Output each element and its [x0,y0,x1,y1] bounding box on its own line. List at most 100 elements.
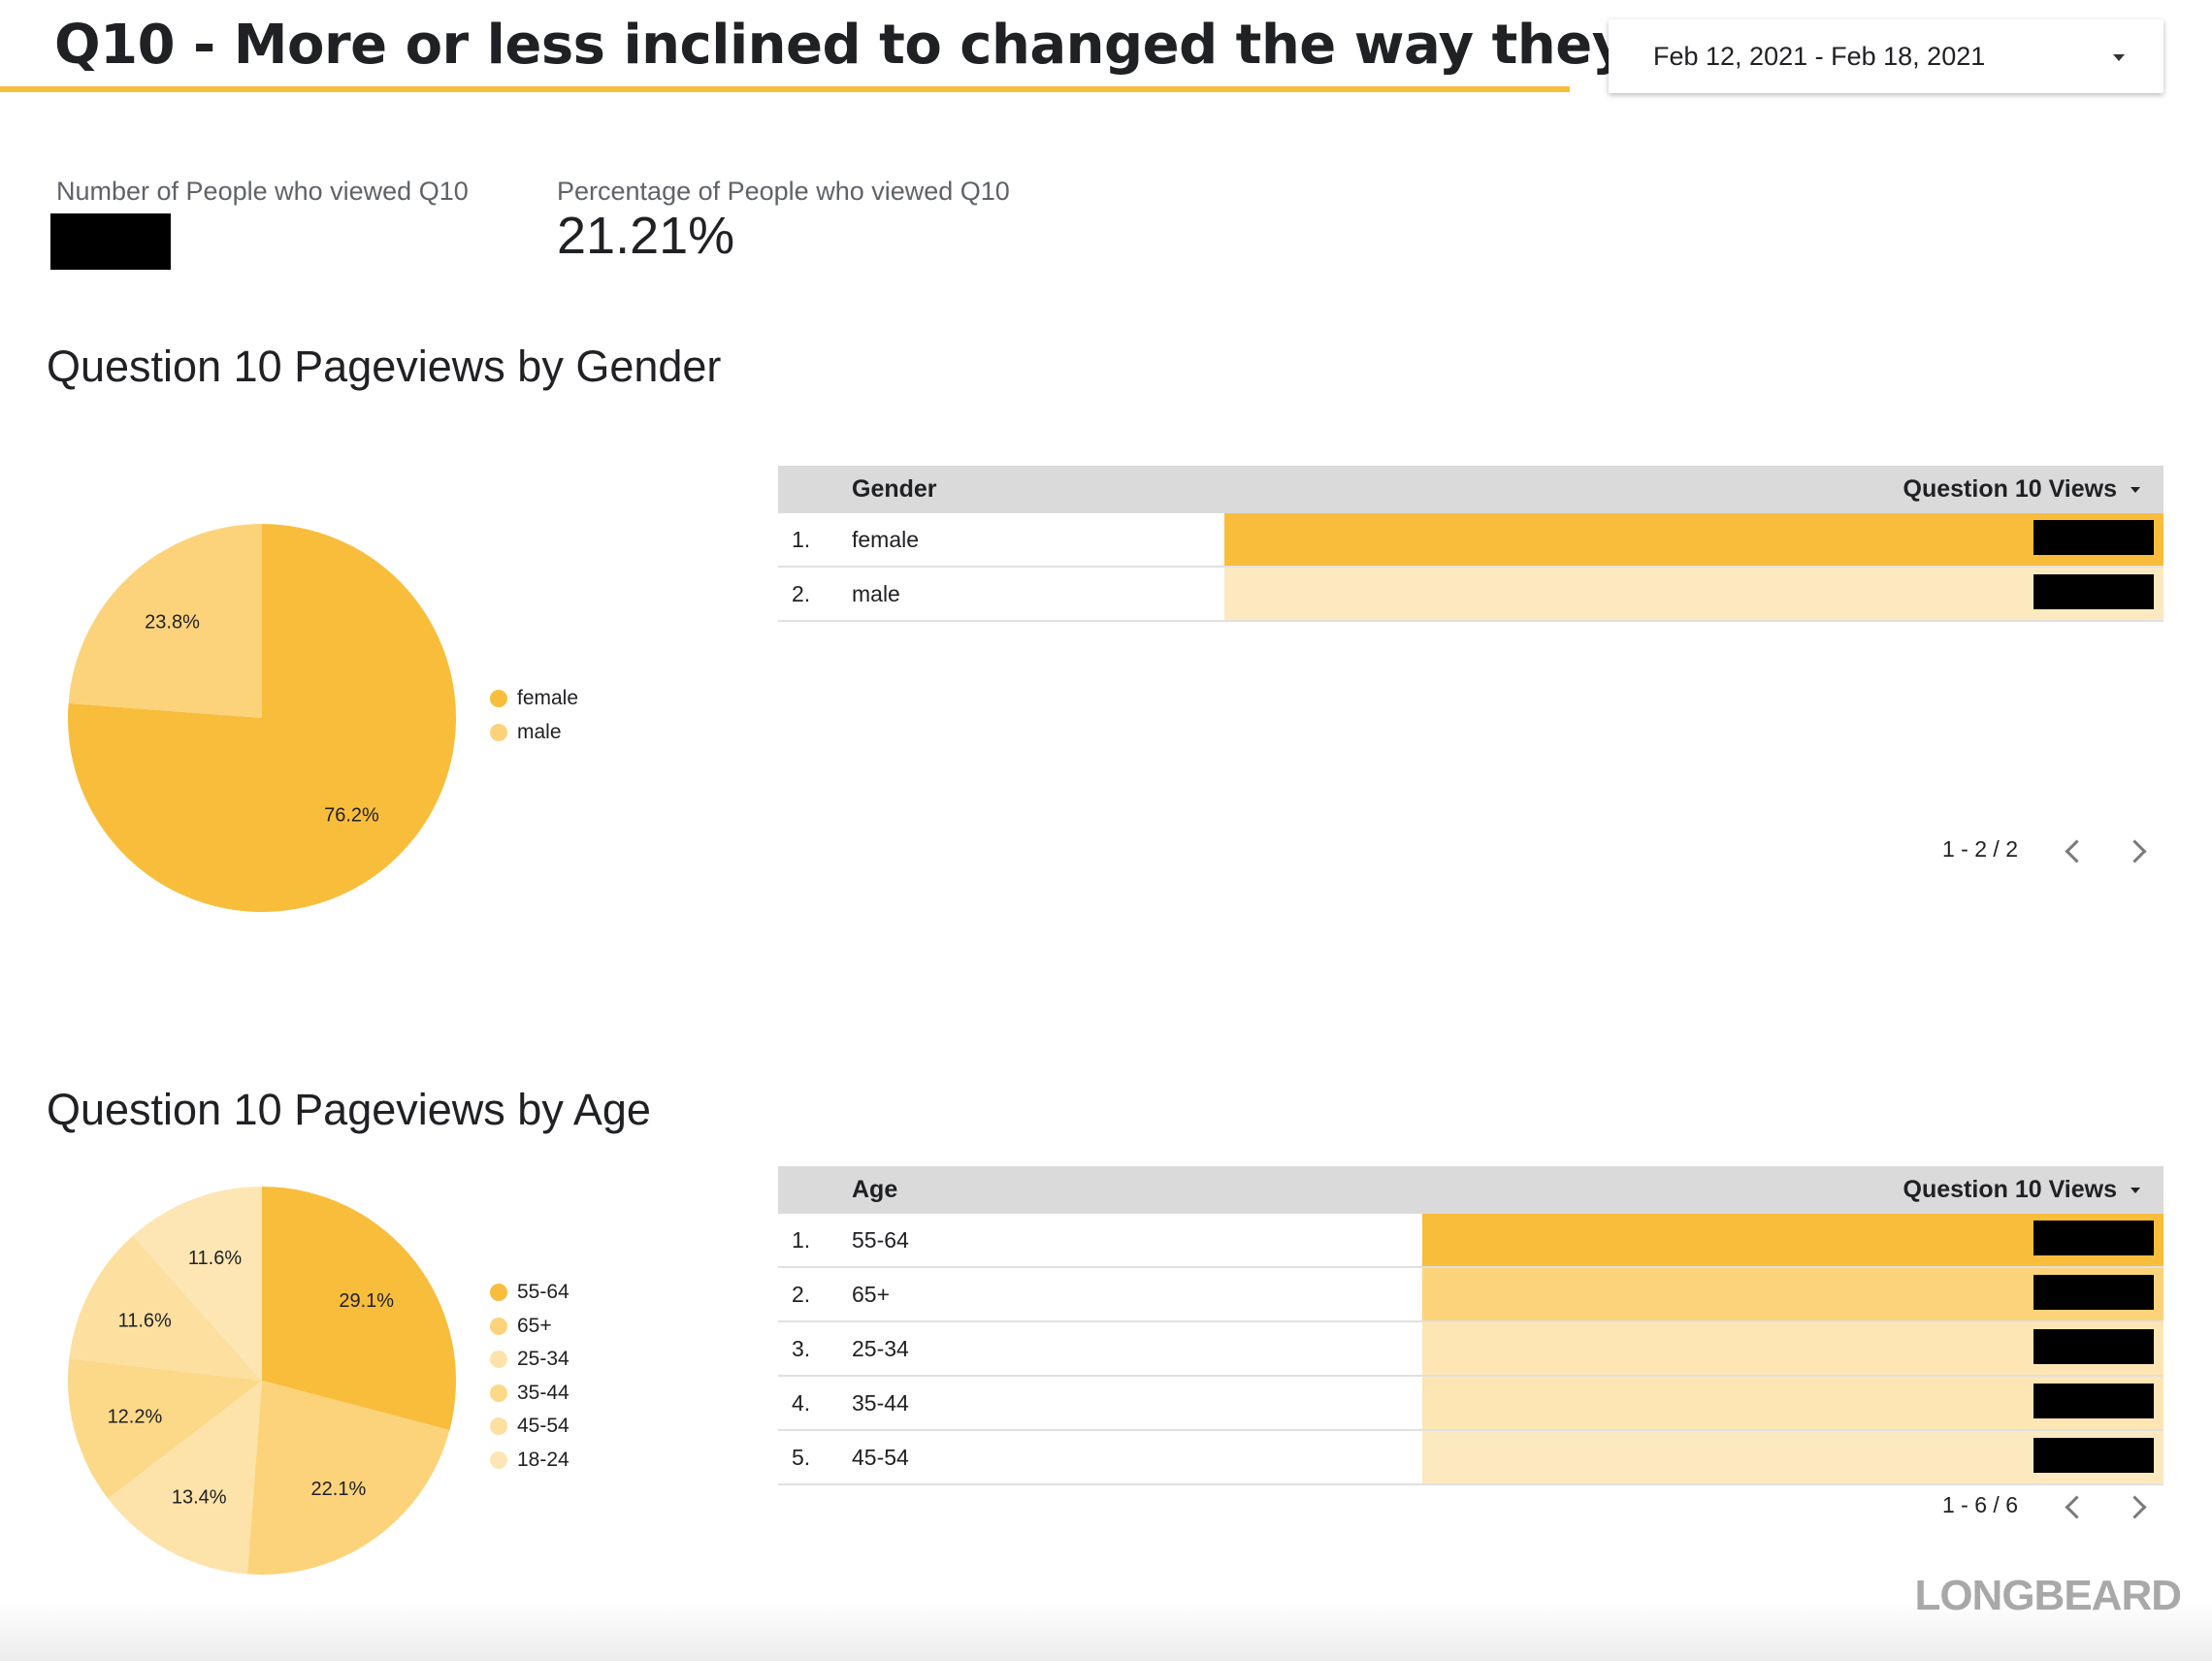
pie-data-label: 12.2% [108,1406,163,1427]
views-value-redacted [2033,520,2154,555]
pie-data-label: 76.2% [324,805,379,827]
row-number: 2. [792,581,811,606]
legend-label: 45-54 [517,1415,569,1437]
views-value-redacted [2033,1221,2154,1255]
views-value-redacted [2033,1329,2154,1364]
legend-swatch [490,1384,507,1402]
row-label: 45-54 [852,1445,909,1470]
pie-data-label: 29.1% [339,1290,394,1312]
bottom-fade [0,1601,2212,1661]
pie-slice-25-34[interactable] [108,1381,262,1575]
views-column-header[interactable]: Question 10 Views [1903,1176,2140,1204]
kpi-pct-label: Percentage of People who viewed Q10 [557,177,1010,206]
kpi-count-value-redacted [50,213,171,270]
views-header-label: Question 10 Views [1903,475,2117,503]
pie-slice-55-64[interactable] [262,1187,456,1430]
age-legend: 55-64 65+ 25-34 35-44 45-54 18-24 [490,1281,684,1494]
table-row[interactable]: 1. 55-64 [778,1214,2163,1268]
legend-item[interactable]: 25-34 [490,1348,569,1371]
legend-swatch [490,1317,507,1335]
age-pagination-text: 1 - 6 / 6 [1942,1492,2018,1517]
views-value-redacted [2033,574,2154,609]
table-row[interactable]: 2. 65+ [778,1268,2163,1322]
brand-logo: LONGBEARD [1914,1572,2182,1619]
table-row[interactable]: 1. female [778,513,2163,568]
legend-item[interactable]: 35-44 [490,1382,569,1405]
gender-table: Gender Question 10 Views 1. female 2. ma… [778,466,2163,622]
row-label: female [852,527,920,552]
sort-desc-icon [2131,1188,2140,1194]
pie-slice-65+[interactable] [246,1381,450,1575]
sort-desc-icon [2131,487,2140,494]
legend-swatch [490,1351,507,1368]
views-value-redacted [2033,1275,2154,1310]
pie-slice-female[interactable] [68,524,457,912]
pie-data-label: 11.6% [118,1310,172,1331]
legend-item[interactable]: male [490,721,562,744]
age-table: Age Question 10 Views 1. 55-64 2. 65+ 3.… [778,1166,2163,1485]
row-number: 3. [792,1336,811,1361]
next-page-icon[interactable] [2123,839,2147,863]
gender-table-header: Gender Question 10 Views [778,466,2163,513]
row-number: 2. [792,1282,811,1307]
pie-data-label: 13.4% [172,1487,227,1509]
views-column-header[interactable]: Question 10 Views [1903,475,2140,504]
views-bar [1224,568,2163,620]
row-label: 35-44 [852,1390,909,1416]
legend-label: 18-24 [517,1448,569,1471]
views-bar [1224,513,2163,566]
legend-swatch [490,1284,507,1301]
age-section-title: Question 10 Pageviews by Age [47,1085,651,1134]
legend-item[interactable]: 45-54 [490,1415,569,1438]
legend-label: female [517,687,579,709]
title-underline [0,86,1570,92]
gender-pagination-text: 1 - 2 / 2 [1942,836,2018,862]
table-row[interactable]: 5. 45-54 [778,1431,2163,1485]
next-page-icon[interactable] [2123,1495,2147,1519]
pie-slice-18-24[interactable] [132,1187,262,1381]
age-table-header: Age Question 10 Views [778,1166,2163,1214]
legend-label: 55-64 [517,1281,569,1303]
row-label: 65+ [852,1282,891,1307]
views-value-redacted [2033,1384,2154,1418]
prev-page-icon[interactable] [2065,1495,2089,1519]
gender-column-header[interactable]: Gender [852,475,937,503]
legend-label: 65+ [517,1314,552,1337]
date-range-value: Feb 12, 2021 - Feb 18, 2021 [1653,42,1986,71]
table-row[interactable]: 3. 25-34 [778,1322,2163,1377]
views-header-label: Question 10 Views [1903,1176,2117,1203]
legend-swatch [490,690,507,707]
legend-item[interactable]: 18-24 [490,1449,569,1472]
pie-slice-35-44[interactable] [67,1358,262,1499]
row-label: male [852,581,900,606]
age-pie-chart: 29.1% 22.1% 13.4% 12.2% 11.6% 11.6% [67,1187,456,1575]
chevron-down-icon[interactable] [2113,54,2125,61]
age-column-header[interactable]: Age [852,1176,898,1203]
table-row[interactable]: 4. 35-44 [778,1377,2163,1431]
legend-swatch [490,724,507,741]
legend-swatch [490,1450,507,1469]
table-row[interactable]: 2. male [778,568,2163,622]
date-range-picker[interactable]: Feb 12, 2021 - Feb 18, 2021 [1609,19,2163,93]
row-label: 25-34 [852,1336,909,1361]
views-value-redacted [2033,1438,2154,1473]
legend-item[interactable]: 65+ [490,1315,552,1338]
pie-slice-male[interactable] [68,524,262,718]
legend-item[interactable]: 55-64 [490,1281,569,1304]
legend-label: 35-44 [517,1381,569,1404]
gender-legend: female male [490,687,684,765]
legend-item[interactable]: female [490,687,578,710]
pie-data-label: 22.1% [311,1479,367,1500]
kpi-count-label: Number of People who viewed Q10 [56,177,469,206]
row-number: 4. [792,1390,811,1416]
page-title: Q10 - More or less inclined to changed t… [54,14,1792,77]
prev-page-icon[interactable] [2065,839,2089,863]
row-number: 1. [792,527,811,552]
legend-label: male [517,721,562,743]
row-label: 55-64 [852,1227,909,1253]
legend-label: 25-34 [517,1348,569,1370]
row-number: 1. [792,1227,811,1253]
pie-slice-45-54[interactable] [69,1235,262,1381]
pie-data-label: 23.8% [145,611,200,633]
gender-pie-chart: 76.2% 23.8% [68,524,457,912]
